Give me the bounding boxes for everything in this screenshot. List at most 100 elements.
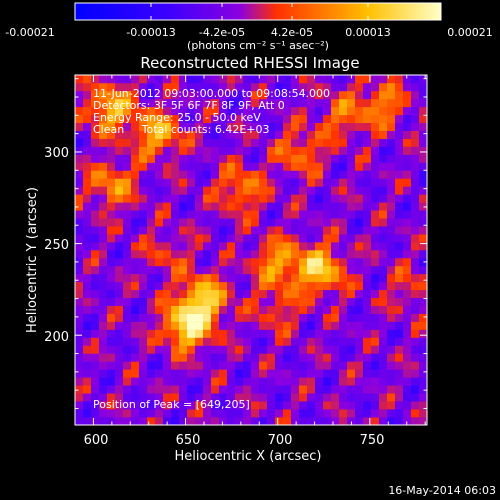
heatmap-cell xyxy=(171,369,180,378)
heatmap-cell xyxy=(195,138,204,147)
heatmap-cell xyxy=(179,138,188,147)
heatmap-cell xyxy=(331,313,340,322)
heatmap-cell xyxy=(107,393,116,402)
heatmap-cell xyxy=(331,329,340,338)
heatmap-cell xyxy=(371,297,380,306)
heatmap-cell xyxy=(291,114,300,124)
heatmap-cell xyxy=(131,361,140,370)
heatmap-cell xyxy=(419,361,428,370)
heatmap-cell xyxy=(75,90,84,100)
heatmap-cell xyxy=(211,122,220,131)
heatmap-cell xyxy=(211,170,220,179)
heatmap-cell xyxy=(331,361,340,370)
heatmap-cell xyxy=(131,409,140,418)
heatmap-cell xyxy=(187,130,196,139)
heatmap-cell xyxy=(395,154,404,163)
heatmap-cell xyxy=(339,313,348,322)
heatmap-cell xyxy=(115,210,124,219)
heatmap-cell xyxy=(91,289,100,299)
heatmap-cell xyxy=(91,82,100,92)
heatmap-cell xyxy=(219,178,228,187)
heatmap-cell xyxy=(371,186,380,195)
heatmap-cell xyxy=(379,122,388,131)
heatmap-cell xyxy=(107,226,116,235)
heatmap-cell xyxy=(235,385,244,394)
heatmap-cell xyxy=(387,114,396,124)
heatmap-cell xyxy=(315,226,324,235)
heatmap-cell xyxy=(203,90,212,100)
heatmap-cell xyxy=(339,210,348,219)
heatmap-cell xyxy=(123,313,132,322)
heatmap-cell xyxy=(419,417,428,426)
heatmap-cell xyxy=(307,369,316,378)
heatmap-cell xyxy=(411,210,420,219)
heatmap-cell xyxy=(283,98,292,108)
heatmap-cell xyxy=(227,385,236,394)
heatmap-cell xyxy=(171,234,180,243)
heatmap-cell xyxy=(179,106,188,116)
heatmap-cell xyxy=(251,345,260,354)
heatmap-cell xyxy=(219,369,228,378)
heatmap-cell xyxy=(379,218,388,227)
heatmap-cell xyxy=(419,90,428,100)
heatmap-cell xyxy=(267,114,276,124)
heatmap-cell xyxy=(131,90,140,100)
heatmap-cell xyxy=(347,250,356,259)
heatmap-cell xyxy=(323,146,332,155)
heatmap-cell xyxy=(155,138,164,147)
heatmap-cell xyxy=(419,377,428,386)
heatmap-cell xyxy=(283,106,292,116)
heatmap-cell xyxy=(139,377,148,386)
heatmap-cell xyxy=(131,138,140,147)
heatmap-cell xyxy=(267,98,276,108)
heatmap-cell xyxy=(219,257,228,267)
heatmap-cell xyxy=(259,170,268,179)
heatmap-cell xyxy=(363,146,372,155)
heatmap-cell xyxy=(347,369,356,378)
x-tick-label: 600 xyxy=(84,433,109,448)
heatmap-cell xyxy=(123,401,132,410)
heatmap-cell xyxy=(419,321,428,330)
heatmap-cell xyxy=(331,273,340,283)
heatmap-cell xyxy=(179,90,188,100)
heatmap-cell xyxy=(371,226,380,235)
heatmap-cell xyxy=(91,114,100,124)
heatmap-cell xyxy=(275,313,284,322)
heatmap-cell xyxy=(291,265,300,275)
heatmap-cell xyxy=(339,273,348,283)
heatmap-cell xyxy=(171,90,180,100)
heatmap-cell xyxy=(179,297,188,306)
heatmap-cell xyxy=(315,162,324,171)
heatmap-cell xyxy=(187,202,196,211)
heatmap-cell xyxy=(363,138,372,147)
heatmap-cell xyxy=(283,226,292,235)
heatmap-cell xyxy=(139,361,148,370)
heatmap-cell xyxy=(219,90,228,100)
heatmap-cell xyxy=(91,242,100,251)
heatmap-cell xyxy=(259,75,268,84)
heatmap-cell xyxy=(387,186,396,195)
heatmap-cell xyxy=(259,186,268,195)
heatmap-cell xyxy=(163,281,172,291)
heatmap-cell xyxy=(211,377,220,386)
heatmap-cell xyxy=(315,98,324,108)
heatmap-cell xyxy=(83,170,92,179)
heatmap-cell xyxy=(363,130,372,139)
heatmap-cell xyxy=(315,417,324,426)
heatmap-cell xyxy=(363,329,372,338)
heatmap-cell xyxy=(331,90,340,100)
heatmap-cell xyxy=(259,345,268,354)
heatmap-cell xyxy=(171,361,180,370)
heatmap-cell xyxy=(419,313,428,322)
annotation-detectors: Detectors: 3F 5F 6F 7F 8F 9F, Att 0 xyxy=(93,99,285,112)
heatmap-cell xyxy=(139,385,148,394)
heatmap-cell xyxy=(243,106,252,116)
heatmap-cell xyxy=(387,242,396,251)
heatmap-cell xyxy=(91,377,100,386)
heatmap-cell xyxy=(179,218,188,227)
heatmap-cell xyxy=(187,122,196,131)
heatmap-cell xyxy=(187,257,196,267)
heatmap-cell xyxy=(195,162,204,171)
heatmap-cell xyxy=(203,162,212,171)
heatmap-cell xyxy=(291,146,300,155)
